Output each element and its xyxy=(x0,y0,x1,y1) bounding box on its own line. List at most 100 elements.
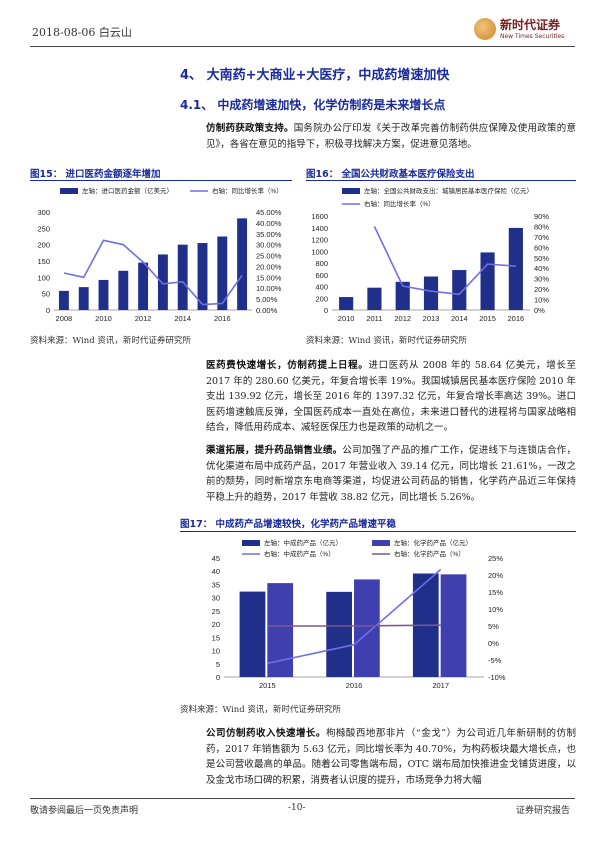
bar-2017 xyxy=(237,218,248,310)
x-tick-label: 2015 xyxy=(259,681,276,690)
legend-label: 左轴：中成药产品（亿元） xyxy=(264,538,342,547)
logo-cn-text: 新时代证券 xyxy=(500,18,561,32)
logo-en-text: New Times Securities xyxy=(500,33,565,40)
y-right-tick-label: 0% xyxy=(488,639,499,648)
legend-label: 右轴：同比增长率（%） xyxy=(212,186,283,195)
fig17-rule xyxy=(180,531,576,532)
y-left-tick-label: 300 xyxy=(37,208,50,217)
legend-label: 左轴：化学药产品（亿元） xyxy=(394,538,472,547)
paragraph-body: 进口医药从 2008 年的 58.64 亿美元，增长至 2017 年的 280.… xyxy=(206,360,576,433)
paragraph-body: 公司加强了产品的推广工作，促进线下与连锁店合作，优化渠道布局中成药产品，2017… xyxy=(206,445,576,503)
x-tick-label: 2016 xyxy=(508,314,525,323)
y-left-tick-label: 0 xyxy=(46,306,50,315)
y-right-tick-label: 10.00% xyxy=(256,284,282,293)
paragraph-body: 枸橼酸西地那非片（“金戈”）为公司近几年新研制的仿制药，2017 年销售额为 5… xyxy=(206,728,576,786)
y-left-tick-label: 1400 xyxy=(311,224,328,233)
y-right-tick-label: 15% xyxy=(488,588,503,597)
y-right-tick-label: 30.00% xyxy=(256,241,282,250)
legend-swatch-bar xyxy=(242,540,260,546)
legend-label: 右轴：同比增长率（%） xyxy=(364,199,435,208)
y-right-tick-label: 30% xyxy=(534,275,549,284)
y-left-tick-label: 600 xyxy=(315,271,328,280)
bar-2009 xyxy=(78,287,89,310)
bar-2012 xyxy=(138,262,149,310)
bar-2014 xyxy=(452,270,467,310)
legend-label: 右轴：化学药产品（%） xyxy=(394,549,465,558)
footer-disclaimer: 敬请参阅最后一页免责声明 xyxy=(30,806,139,816)
y-left-tick-label: 1000 xyxy=(311,247,328,256)
y-left-tick-label: 150 xyxy=(37,257,50,266)
y-left-tick-label: 35 xyxy=(212,580,220,589)
fig16-rule xyxy=(306,180,576,181)
section-title: 4、 大南药+大商业+大医疗，中成药增速加快 xyxy=(180,68,450,83)
x-tick-label: 2016 xyxy=(214,314,231,323)
y-right-tick-label: 80% xyxy=(534,222,549,231)
bar-2013 xyxy=(157,254,168,310)
growth-line-0 xyxy=(373,226,516,296)
bar-2016 xyxy=(354,579,380,677)
fig16-title: 图16： 全国公共财政基本医疗保险支出 xyxy=(306,169,475,180)
paragraph-lead: 仿制药获政策支持。 xyxy=(206,123,294,134)
y-left-tick-label: 1200 xyxy=(311,236,328,245)
y-right-tick-label: 40.00% xyxy=(256,219,282,228)
fig15-source: 资料来源：Wind 资讯，新时代证券研究所 xyxy=(30,336,191,346)
growth-line-1 xyxy=(267,624,441,627)
y-left-tick-label: 1600 xyxy=(311,212,328,221)
legend-swatch-bar xyxy=(342,188,360,194)
bar-2015 xyxy=(239,591,266,677)
y-left-tick-label: 200 xyxy=(37,241,50,250)
y-left-tick-label: 800 xyxy=(315,259,328,268)
fig15-rule xyxy=(30,180,292,181)
legend-swatch-bar xyxy=(60,188,78,194)
x-tick-label: 2012 xyxy=(394,314,411,323)
legend-label: 左轴：全国公共财政支出：城镇居民基本医疗保险（亿元） xyxy=(364,186,533,195)
company-logo: 新时代证券 New Times Securities xyxy=(474,16,574,46)
subsection-title: 4.1、 中成药增速加快，化学仿制药是未来增长点 xyxy=(180,98,446,112)
y-right-tick-label: -10% xyxy=(488,673,506,682)
bar-2011 xyxy=(118,270,129,310)
x-tick-label: 2010 xyxy=(338,314,355,323)
paragraph-lead: 渠道拓展，提升药品销售业绩。 xyxy=(206,445,343,456)
y-left-tick-label: 100 xyxy=(37,273,50,282)
bar-2016 xyxy=(217,236,228,310)
bar-2014 xyxy=(177,244,188,310)
y-right-tick-label: 20% xyxy=(488,571,503,580)
fig16-source: 资料来源：Wind 资讯，新时代证券研究所 xyxy=(306,336,467,346)
y-right-tick-label: 25.00% xyxy=(256,252,282,261)
y-right-tick-label: 50% xyxy=(534,254,549,263)
y-right-tick-label: 0.00% xyxy=(256,306,278,315)
y-right-tick-label: 90% xyxy=(534,212,549,221)
y-right-tick-label: 10% xyxy=(488,605,503,614)
bar-2016 xyxy=(326,591,352,677)
y-right-tick-label: 70% xyxy=(534,233,549,242)
x-tick-label: 2013 xyxy=(423,314,440,323)
x-tick-label: 2014 xyxy=(174,314,191,323)
y-left-tick-label: 10 xyxy=(212,647,220,656)
y-left-tick-label: 45 xyxy=(212,554,220,563)
fig16-chart: 0 200 400 600 800 1000 1200 1400 1600 0%10% 20%30%… xyxy=(311,186,549,323)
y-left-tick-label: 5 xyxy=(216,660,220,669)
paragraph-generic-revenue: 公司仿制药收入快速增长。枸橼酸西地那非片（“金戈”）为公司近几年新研制的仿制药，… xyxy=(206,726,576,788)
y-left-tick-label: 200 xyxy=(315,294,328,303)
paragraph-channel-expansion: 渠道拓展，提升药品销售业绩。公司加强了产品的推广工作，促进线下与连锁店合作，优化… xyxy=(206,443,576,505)
growth-line-0 xyxy=(63,239,243,306)
paragraph-body: 国务院办公厅印发《关于改革完善仿制药供应保障及使用政策的意见》，各省在意见的指导… xyxy=(206,123,576,150)
footer-divider xyxy=(30,798,575,799)
y-left-tick-label: 0 xyxy=(216,673,220,682)
y-right-tick-label: 35.00% xyxy=(256,230,282,239)
y-left-tick-label: 50 xyxy=(42,290,50,299)
legend-label: 左轴：进口医药金额（亿美元） xyxy=(82,186,173,195)
paragraph-generic-policy: 仿制药获政策支持。国务院办公厅印发《关于改革完善仿制药供应保障及使用政策的意见》… xyxy=(206,121,576,152)
x-tick-label: 2012 xyxy=(135,314,152,323)
fig17-chart: 0 5 10 15 20 25 30 35 40 45 -10% -5% 0% 5% 10% 15% 20% 25… xyxy=(212,538,506,690)
y-right-tick-label: 5% xyxy=(488,622,499,631)
y-left-tick-label: 20 xyxy=(212,620,220,629)
bar-2017 xyxy=(440,574,467,677)
x-tick-label: 2010 xyxy=(95,314,112,323)
legend-swatch-bar xyxy=(372,540,390,546)
x-tick-label: 2017 xyxy=(432,681,449,690)
page-number: -10- xyxy=(288,803,306,813)
fig17-source: 资料来源：Wind 资讯，新时代证券研究所 xyxy=(180,705,341,715)
x-tick-label: 2015 xyxy=(479,314,496,323)
x-tick-label: 2011 xyxy=(366,314,382,323)
